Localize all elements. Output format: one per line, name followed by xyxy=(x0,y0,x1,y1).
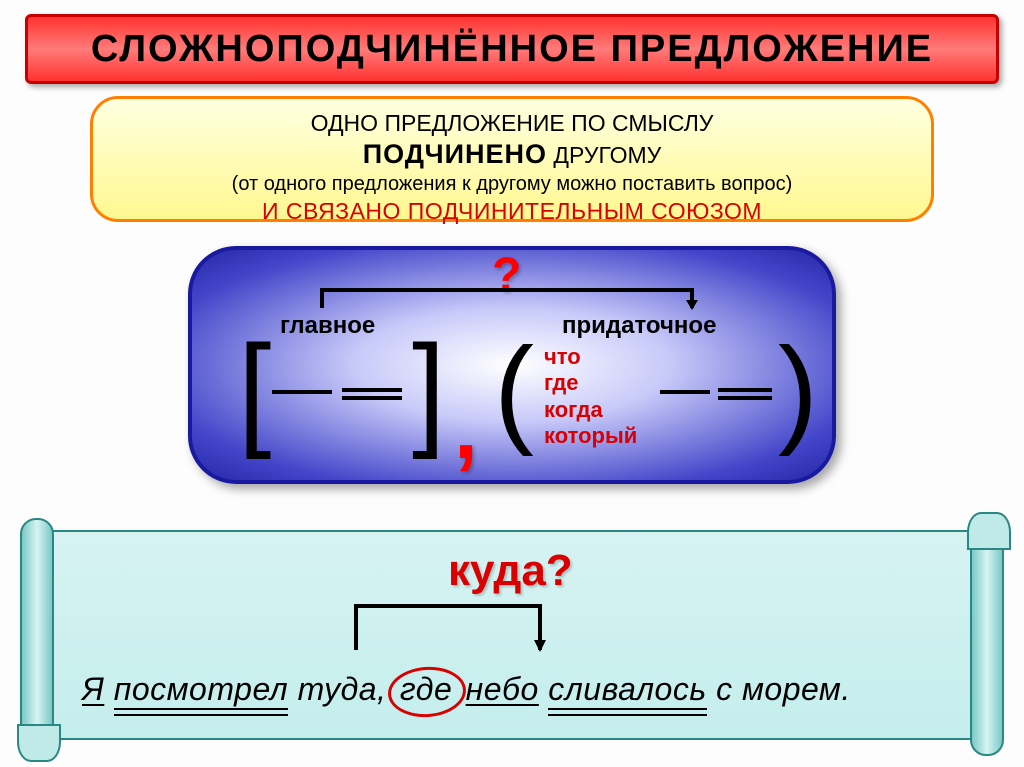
def-line1: ОДНО ПРЕДЛОЖЕНИЕ ПО СМЫСЛУ xyxy=(111,109,913,138)
title-banner: СЛОЖНОПОДЧИНЁННОЕ ПРЕДЛОЖЕНИЕ xyxy=(25,14,999,84)
predicate-line-main-top xyxy=(342,388,402,392)
comma-symbol: , xyxy=(454,380,478,479)
conj-kotoryi: который xyxy=(544,423,637,449)
def-line4: И СВЯЗАНО ПОДЧИНИТЕЛЬНЫМ СОЮЗОМ xyxy=(111,197,913,226)
predicate-line-sub-bot xyxy=(718,396,772,400)
def-line3: (от одного предложения к другому можно п… xyxy=(111,172,913,197)
label-sub-clause: придаточное xyxy=(562,312,716,340)
word-tuda: туда xyxy=(298,671,377,707)
example-connector xyxy=(348,600,548,654)
left-square-bracket: [ xyxy=(238,327,271,453)
conj-kogda: когда xyxy=(544,397,637,423)
def-line2-rest: ДРУГОМУ xyxy=(547,142,661,168)
schema-box: ? главное придаточное [ ] , ( ) что где … xyxy=(188,246,836,484)
word-gde: где xyxy=(396,671,456,708)
word-smorem: с морем. xyxy=(716,671,851,707)
conjunction-list: что где когда который xyxy=(544,344,637,450)
word-nebo: небо xyxy=(466,671,539,707)
label-main-clause: главное xyxy=(280,312,375,340)
definition-box: ОДНО ПРЕДЛОЖЕНИЕ ПО СМЫСЛУ ПОДЧИНЕНО ДРУ… xyxy=(90,96,934,222)
word-posmotrel: посмотрел xyxy=(114,671,289,707)
right-square-bracket: ] xyxy=(412,327,445,453)
example-sentence: Я посмотрел туда, где небо сливалось с м… xyxy=(82,671,962,708)
subject-line-main xyxy=(272,390,332,394)
predicate-line-main-bot xyxy=(342,396,402,400)
def-line2: ПОДЧИНЕНО ДРУГОМУ xyxy=(111,138,913,172)
right-paren: ) xyxy=(778,330,818,450)
predicate-line-sub-top xyxy=(718,388,772,392)
scroll-roll-right xyxy=(970,518,1004,756)
question-mark-icon: ? xyxy=(492,248,521,303)
word-slivalos: сливалось xyxy=(548,671,706,707)
example-scroll: куда? Я посмотрел туда, где небо сливало… xyxy=(20,530,1004,740)
scroll-roll-left xyxy=(20,518,54,756)
example-question-word: куда? xyxy=(448,546,573,596)
left-paren: ( xyxy=(494,330,534,450)
conj-gde: где xyxy=(544,370,637,396)
subject-line-sub xyxy=(660,390,710,394)
page-title: СЛОЖНОПОДЧИНЁННОЕ ПРЕДЛОЖЕНИЕ xyxy=(91,28,933,71)
word-ya: Я xyxy=(82,671,104,707)
conj-chto: что xyxy=(544,344,637,370)
def-line2-bold: ПОДЧИНЕНО xyxy=(363,139,547,169)
